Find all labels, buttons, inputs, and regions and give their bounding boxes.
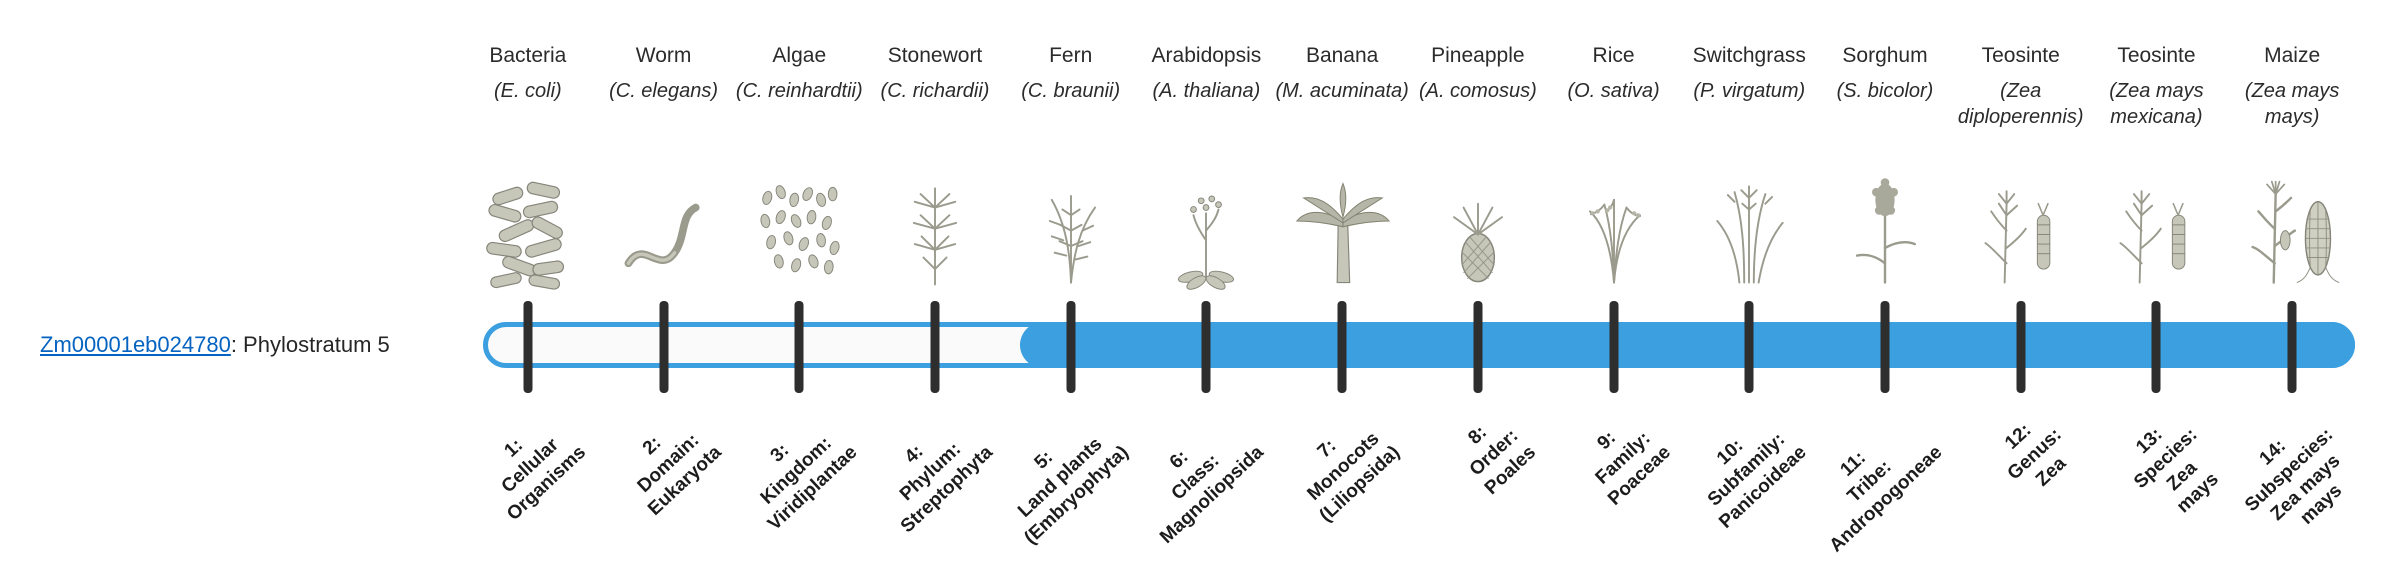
teosinte-illustration xyxy=(1955,138,2087,296)
phylostratum-tick xyxy=(930,301,940,393)
taxon-scientific-name: (A. comosus) xyxy=(1418,80,1537,102)
phylostratum-tick xyxy=(2151,301,2161,393)
phylostratum-tick xyxy=(1473,301,1483,393)
taxon-column: Maize (Zea mays mays) 14: Subspecies: Zea … xyxy=(2216,0,2368,580)
arabidopsis-illustration xyxy=(1140,138,1272,296)
taxon-scientific-name: (Zea mays mexicana) xyxy=(2109,80,2204,128)
teosinte-illustration xyxy=(2090,138,2222,296)
phylostratum-label: 4: Phylum: Streptophyta xyxy=(895,438,997,537)
taxon-column: Teosinte (Zea diploperennis) 12: Genus: Ze… xyxy=(1945,0,2097,580)
taxon-common-name: Bacteria xyxy=(489,44,567,67)
phylostrata-bar-fill xyxy=(1020,322,2355,368)
maize-illustration xyxy=(2226,138,2358,296)
taxon-common-name: Fern xyxy=(1049,44,1093,67)
taxon-scientific-name: (O. sativa) xyxy=(1567,80,1660,102)
phylostratum-tick xyxy=(1880,301,1890,393)
taxon-scientific-name: (A. thaliana) xyxy=(1152,80,1261,102)
taxon-scientific-name: (Zea diploperennis) xyxy=(1957,80,2084,128)
worm-illustration xyxy=(598,138,730,296)
gene-label: Zm00001eb024780: Phylostratum 5 xyxy=(40,332,390,358)
phylostratum-tick xyxy=(794,301,804,393)
taxon-column: Arabidopsis (A. thaliana) 6: Class: Magnol… xyxy=(1130,0,1282,580)
taxon-column: Teosinte (Zea mays mexicana) 13: Species:… xyxy=(2080,0,2232,580)
taxon-column: Banana (M. acuminata) 7: Monocots (Liliops… xyxy=(1266,0,1418,580)
phylostratum-label: 10: Subfamily: Panicoideae xyxy=(1704,428,1811,533)
taxon-scientific-name: (C. richardii) xyxy=(880,80,990,102)
phylostratum-label: 9: Family: Poaceae xyxy=(1591,427,1675,510)
taxon-common-name: Maize xyxy=(2264,44,2321,67)
taxon-scientific-name: (P. virgatum) xyxy=(1693,80,1806,102)
phylostratum-tick xyxy=(1609,301,1619,393)
phylostratum-label: 14: Subspecies: Zea mays mays xyxy=(2241,424,2347,529)
taxon-column: Fern (C. braunii) 5: Land plants (Embryoph… xyxy=(995,0,1147,580)
taxon-common-name: Worm xyxy=(635,44,692,67)
taxon-column: Sorghum (S. bicolor) 11: Tribe: Andropogon… xyxy=(1809,0,1961,580)
taxon-scientific-name: (Zea mays mays) xyxy=(2244,80,2340,128)
taxon-scientific-name: (C. reinhardtii) xyxy=(735,80,863,102)
taxon-common-name: Switchgrass xyxy=(1692,44,1806,67)
taxon-column: Worm (C. elegans) 2: Domain: Eukaryota xyxy=(588,0,740,580)
taxon-column: Algae (C. reinhardtii) 3: Kingdom: Viridip… xyxy=(723,0,875,580)
banana-illustration xyxy=(1276,138,1408,296)
phylostratum-label: 1: Cellular Organisms xyxy=(496,434,590,525)
taxon-common-name: Pineapple xyxy=(1431,44,1525,67)
taxon-scientific-name: (M. acuminata) xyxy=(1275,80,1409,102)
gene-phylostratum-text: : Phylostratum 5 xyxy=(230,332,390,357)
taxon-common-name: Banana xyxy=(1305,44,1379,67)
taxon-column: Stonewort (C. richardii) 4: Phylum: Strept… xyxy=(859,0,1011,580)
taxon-scientific-name: (S. bicolor) xyxy=(1836,80,1934,102)
phylostratum-tick xyxy=(523,301,533,393)
phylostratum-tick xyxy=(2287,301,2297,393)
phylostratum-label: 6: Class: Magnoliopsida xyxy=(1156,441,1268,548)
phylostratum-label: 12: Genus: Zea xyxy=(2001,419,2071,491)
bacteria-illustration xyxy=(462,138,594,296)
phylostratum-tick xyxy=(659,301,669,393)
fern-illustration xyxy=(1005,138,1137,296)
sorghum-illustration xyxy=(1819,138,1951,296)
phylostratum-tick xyxy=(1066,301,1076,393)
taxon-common-name: Sorghum xyxy=(1842,44,1928,67)
taxon-scientific-name: (C. braunii) xyxy=(1021,80,1121,102)
phylostratum-tick xyxy=(1201,301,1211,393)
phylostratum-label: 11: Tribe: Andropogoneae xyxy=(1825,441,1947,557)
switchgrass-illustration xyxy=(1683,138,1815,296)
phylostratum-label: 2: Domain: Eukaryota xyxy=(633,429,725,520)
phylostratum-label: 7: Monocots (Liliopsida) xyxy=(1303,428,1404,526)
phylostratum-label: 5: Land plants (Embryophyta) xyxy=(1013,433,1133,549)
phylostratum-label: 3: Kingdom: Viridiplantae xyxy=(756,432,861,535)
taxon-scientific-name: (C. elegans) xyxy=(609,80,719,102)
phylostratum-tick xyxy=(1744,301,1754,393)
taxon-common-name: Arabidopsis xyxy=(1151,44,1262,67)
taxon-common-name: Teosinte xyxy=(1981,44,2060,67)
taxon-column: Bacteria (E. coli) 1: Cellular Organisms xyxy=(452,0,604,580)
taxon-column: Rice (O. sativa) 9: Family: Poaceae xyxy=(1538,0,1690,580)
phylostratum-tick xyxy=(2016,301,2026,393)
taxon-scientific-name: (E. coli) xyxy=(493,80,562,102)
rice-illustration xyxy=(1548,138,1680,296)
phylostratum-tick xyxy=(1337,301,1347,393)
taxon-common-name: Stonewort xyxy=(887,44,983,67)
stonewort-illustration xyxy=(869,138,1001,296)
taxon-common-name: Teosinte xyxy=(2117,44,2196,67)
taxon-column: Switchgrass (P. virgatum) 10: Subfamily: P… xyxy=(1673,0,1825,580)
taxa-columns: Bacteria (E. coli) 1: Cellular Organisms W… xyxy=(460,0,2360,580)
gene-id-link[interactable]: Zm00001eb024780 xyxy=(40,332,231,357)
pineapple-illustration xyxy=(1412,138,1544,296)
taxon-common-name: Rice xyxy=(1592,44,1635,67)
taxon-common-name: Algae xyxy=(772,44,827,67)
taxon-column: Pineapple (A. comosus) 8: Order: Poales xyxy=(1402,0,1554,580)
algae-illustration xyxy=(733,138,865,296)
phylostratum-label: 8: Order: Poales xyxy=(1463,421,1540,499)
